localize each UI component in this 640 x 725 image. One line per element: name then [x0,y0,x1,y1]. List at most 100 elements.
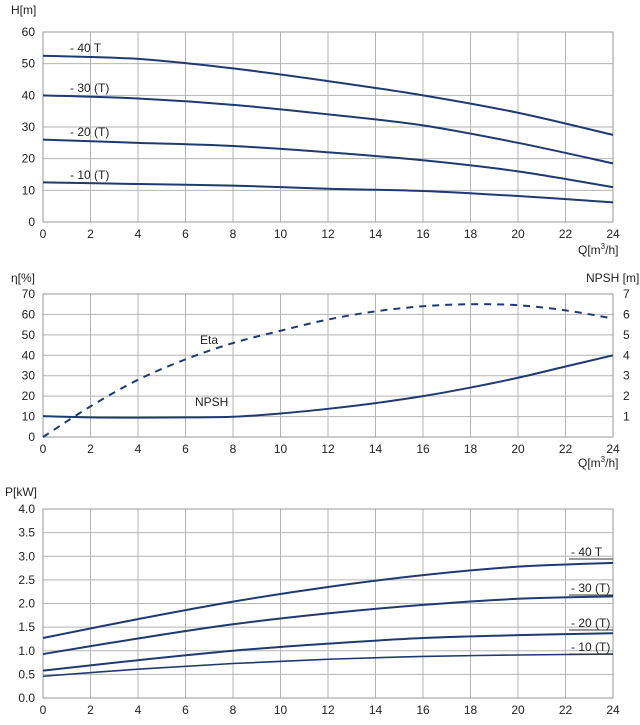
x-tick-label: 20 [511,703,525,717]
series-label-20-t: - 20 (T) [571,616,610,630]
y-axis-label: H[m] [11,3,36,17]
y-tick-label: 1.5 [18,620,35,634]
series-line-40-t [42,561,614,639]
y-tick-label: 2.0 [18,597,35,611]
y-tick-label: 20 [22,389,36,403]
y-tick-label: 10 [22,183,36,197]
series-label-npsh: NPSH [195,395,228,409]
y2-axis-label: NPSH [m] [586,271,639,285]
y2-tick-label: 4 [623,348,630,362]
plot-frame [42,293,614,438]
x-tick-label: 24 [606,703,620,717]
x-tick-label: 10 [274,227,288,241]
y-tick-label: 50 [22,57,36,71]
series-line-30-t [42,94,614,165]
x-tick-label: 16 [416,703,430,717]
y-tick-label: 10 [22,410,36,424]
x-tick-label: 24 [606,227,620,241]
y-tick-label: 30 [22,120,36,134]
y-axis-label: η[%] [11,271,35,285]
y-tick-label: 3.0 [18,549,35,563]
x-tick-label: 0 [40,703,47,717]
y-tick-label: 40 [22,348,36,362]
x-tick-label: 14 [369,227,383,241]
x-tick-label: 6 [182,227,189,241]
y-axis-label: P[kW] [5,485,37,499]
x-tick-label: 20 [511,227,525,241]
x-tick-label: 8 [230,227,237,241]
x-tick-label: 22 [559,442,573,456]
x-tick-label: 6 [182,703,189,717]
series-label-40-t: - 40 T [571,545,603,559]
chart-panel-1: 0 2 4 6 8 10 12 14 16 18 20 22 240102030405060H[m]Q[… [11,3,620,257]
x-tick-label: 22 [559,227,573,241]
y-tick-label: 40 [22,88,36,102]
series-line-npsh [42,354,614,419]
x-tick-label: 22 [559,703,573,717]
x-tick-label: 4 [135,227,142,241]
x-tick-label: 0 [40,442,47,456]
y-tick-label: 30 [22,369,36,383]
x-tick-label: 4 [135,442,142,456]
y2-tick-label: 3 [623,369,630,383]
plot-frame [42,508,614,699]
chart-panel-2: 0 2 4 6 8 10 12 14 16 18 20 22 240102030405060701234… [11,271,639,470]
x-tick-label: 18 [464,442,478,456]
series-line-10-t [42,653,614,678]
x-tick-label: 12 [321,703,335,717]
y-tick-label: 50 [22,328,36,342]
y2-tick-label: 5 [623,328,630,342]
x-tick-label: 6 [182,442,189,456]
y-tick-label: 4.0 [18,502,35,516]
x-tick-label: 18 [464,227,478,241]
y2-tick-label: 6 [623,307,630,321]
x-tick-label: 16 [416,442,430,456]
series-label-30-t: - 30 (T) [70,81,109,95]
y-tick-label: 2.5 [18,573,35,587]
y-tick-label: 70 [22,287,36,301]
chart-panel-3: 0 2 4 6 8 10 12 14 16 18 20 22 240.00.51.01.52.02.53… [5,485,620,717]
series-label-10-t: - 10 (T) [571,640,610,654]
y-tick-label: 60 [22,307,36,321]
y-tick-label: 0 [28,430,35,444]
series-line-40-t [42,54,614,136]
series-line-10-t [42,181,614,204]
x-tick-label: 2 [87,227,94,241]
x-tick-label: 24 [606,442,620,456]
series-line-20-t [42,632,614,672]
x-axis-label: Q[m3/h] [578,455,618,470]
x-tick-label: 8 [230,703,237,717]
x-tick-label: 14 [369,442,383,456]
x-tick-label: 12 [321,442,335,456]
y-tick-label: 3.5 [18,526,35,540]
series-label-eta: Eta [200,333,218,347]
plot-frame [42,31,614,223]
y2-tick-label: 2 [623,389,630,403]
y-tick-label: 0.0 [18,691,35,705]
series-label-20-t: - 20 (T) [70,125,109,139]
series-line-30-t [42,595,614,656]
x-tick-label: 14 [369,703,383,717]
series-line-20-t [42,138,614,189]
x-tick-label: 4 [135,703,142,717]
x-tick-label: 2 [87,703,94,717]
x-tick-label: 12 [321,227,335,241]
y-tick-label: 20 [22,152,36,166]
x-tick-label: 10 [274,442,288,456]
x-tick-label: 0 [40,227,47,241]
x-tick-label: 18 [464,703,478,717]
series-line-eta [42,303,614,438]
y-tick-label: 60 [22,25,36,39]
x-tick-label: 2 [87,442,94,456]
series-label-10-t: - 10 (T) [70,168,109,182]
series-label-40-t: - 40 T [70,41,102,55]
x-axis-label: Q[m3/h] [578,242,618,257]
y-tick-label: 0.5 [18,667,35,681]
y2-tick-label: 1 [623,410,630,424]
x-tick-label: 10 [274,703,288,717]
x-tick-label: 20 [511,442,525,456]
y2-tick-label: 7 [623,287,630,301]
y-tick-label: 0 [28,215,35,229]
y-tick-label: 1.0 [18,644,35,658]
